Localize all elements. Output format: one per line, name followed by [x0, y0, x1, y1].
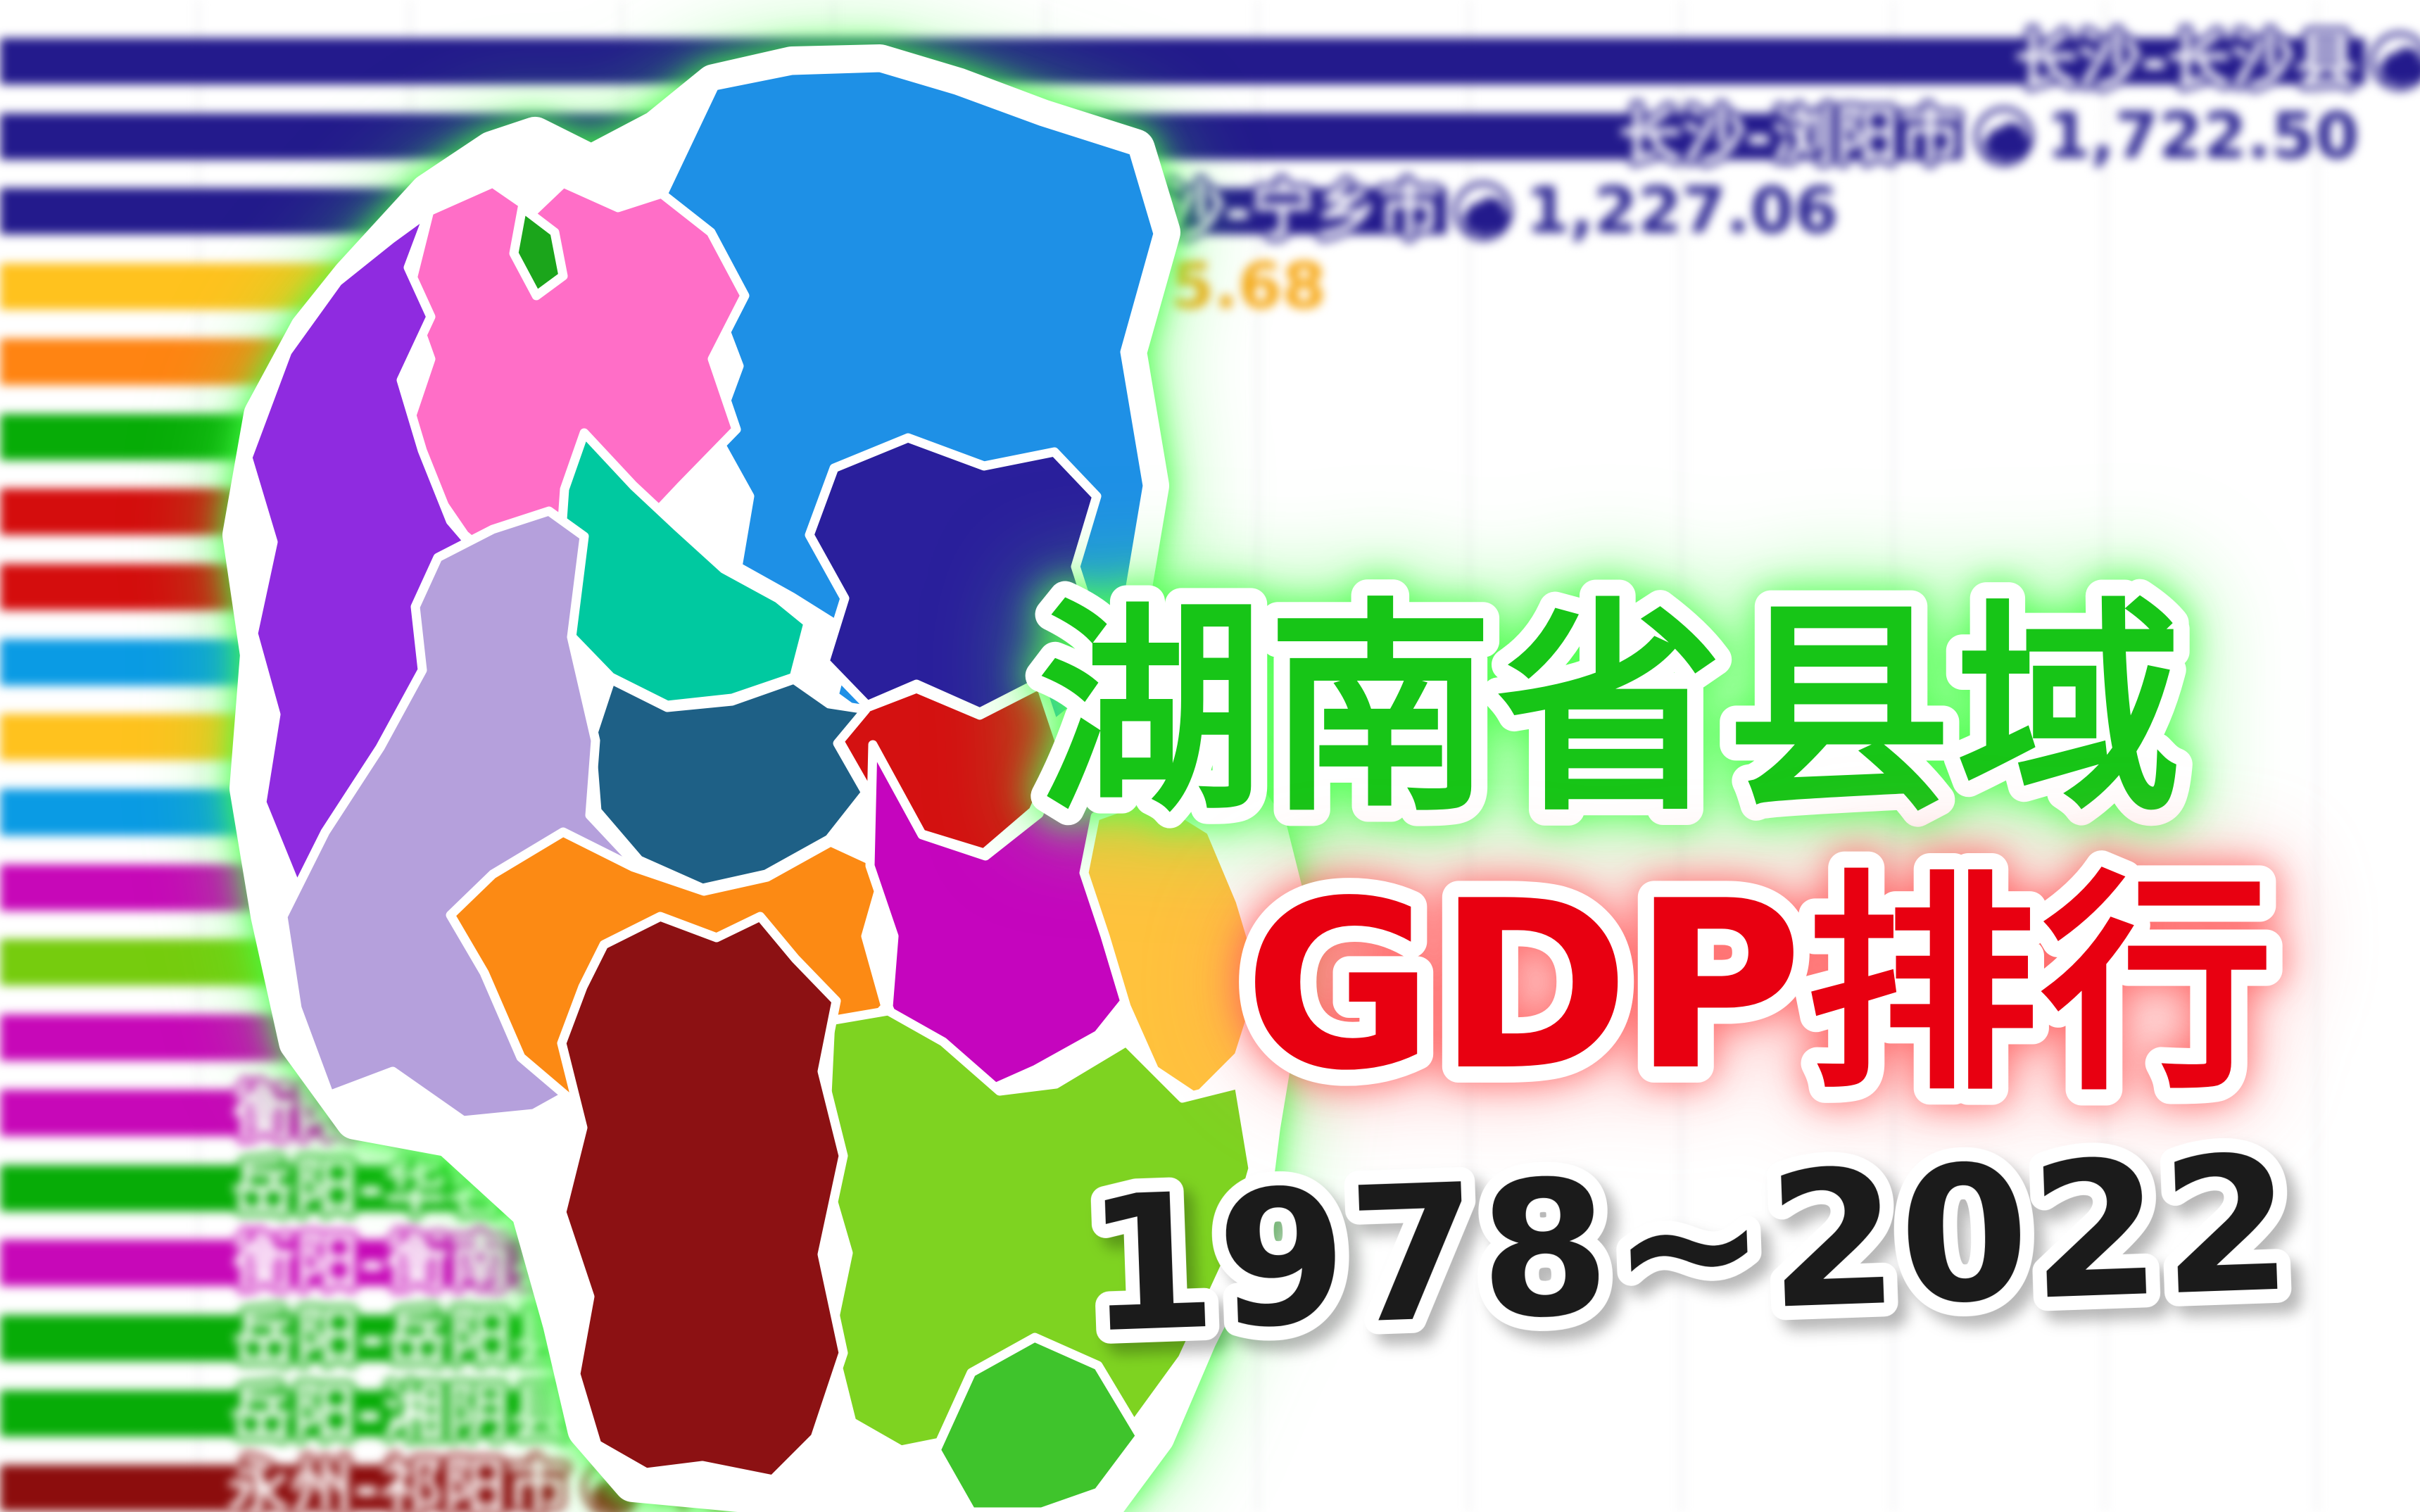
- bar: [0, 1390, 560, 1437]
- bar: [0, 1314, 563, 1361]
- gridline: [2316, 0, 2318, 1512]
- bar-label: 永州-祁阳市: [227, 1451, 570, 1512]
- title-line-3: 1978~2022: [1069, 1102, 2311, 1389]
- title-text-green: 湖南省县域: [1038, 580, 2186, 842]
- region-map-badge-icon: [1451, 179, 1515, 244]
- bar-value: 1,227.06: [1525, 174, 1839, 248]
- title-line-2: GDP排行: [1228, 835, 2290, 1138]
- gridline: [1256, 0, 1259, 1512]
- region-map-badge-icon: [1972, 104, 2036, 169]
- map-region-east-amber: [1079, 790, 1268, 1103]
- gridline: [2104, 0, 2106, 1512]
- title-line-1: 湖南省县域: [1022, 564, 2198, 858]
- bar-annotation: 5.68: [1170, 253, 1326, 320]
- bar-row: 长沙-长沙县: [0, 27, 2420, 95]
- map-region-south-green: [931, 1333, 1145, 1512]
- map-region-sliver: [509, 203, 568, 301]
- gridline: [1468, 0, 1470, 1512]
- bar: [0, 1240, 600, 1287]
- map-region-xiangtan: [586, 674, 871, 893]
- bar-annotation: 长沙-长沙县: [2015, 27, 2420, 95]
- bar: [0, 38, 2365, 84]
- bar-label: 岳阳-湘阴县: [229, 1375, 573, 1450]
- bar-annotation: 长沙-宁乡市 1,227.06: [1098, 177, 1838, 245]
- map-region-yongzhou: [557, 912, 848, 1485]
- bar-label: 岳阳-岳阳县: [232, 1300, 576, 1375]
- gridline: [1680, 0, 1682, 1512]
- bar: [0, 1465, 556, 1512]
- region-map-badge-icon: [2367, 29, 2420, 94]
- title-text-years: 1978~2022: [1083, 1116, 2297, 1375]
- bar-value: 1,722.50: [2046, 99, 2359, 173]
- bar-label: 长沙-浏阳市: [1619, 99, 1962, 173]
- bar-label: 衡阳-衡南县: [232, 1226, 576, 1300]
- bar-value: 5.68: [1170, 249, 1327, 324]
- bar-label: 长沙-长沙县: [2015, 24, 2358, 98]
- gridline: [1892, 0, 1894, 1512]
- title-text-red: GDP排行: [1244, 851, 2276, 1121]
- bar-annotation: 长沙-浏阳市 1,722.50: [1619, 103, 2359, 170]
